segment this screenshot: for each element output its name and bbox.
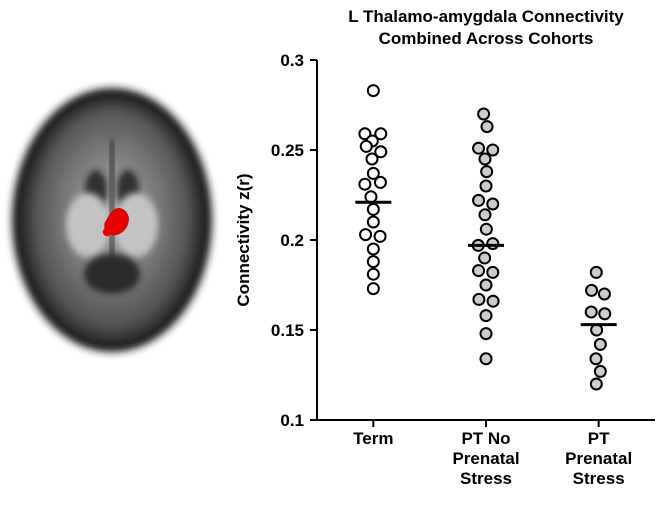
brain-svg bbox=[0, 80, 225, 360]
data-point bbox=[368, 204, 379, 215]
data-point bbox=[473, 195, 484, 206]
x-tick-label: Term bbox=[353, 429, 393, 448]
y-tick-label: 0.3 bbox=[280, 51, 304, 70]
data-point bbox=[481, 353, 492, 364]
data-point bbox=[481, 181, 492, 192]
data-point bbox=[599, 308, 610, 319]
data-point bbox=[479, 154, 490, 165]
data-point bbox=[481, 310, 492, 321]
x-tick-label: Stress bbox=[460, 469, 512, 488]
scatter-chart: L Thalamo-amygdala Connectivity Combined … bbox=[225, 0, 671, 509]
y-tick-label: 0.15 bbox=[271, 321, 304, 340]
data-point bbox=[586, 285, 597, 296]
y-tick-label: 0.1 bbox=[280, 411, 304, 430]
data-point bbox=[488, 296, 499, 307]
data-point bbox=[368, 283, 379, 294]
data-point bbox=[368, 244, 379, 255]
data-point bbox=[595, 339, 606, 350]
data-point bbox=[360, 229, 371, 240]
data-point bbox=[591, 267, 602, 278]
posterior-dark bbox=[84, 254, 140, 294]
x-tick-label: Stress bbox=[573, 469, 625, 488]
data-point bbox=[479, 253, 490, 264]
data-point bbox=[361, 141, 372, 152]
x-tick-label: Prenatal bbox=[452, 449, 519, 468]
data-point bbox=[481, 166, 492, 177]
data-point bbox=[375, 177, 386, 188]
chart-title-line2: Combined Across Cohorts bbox=[379, 29, 594, 48]
data-point bbox=[595, 366, 606, 377]
data-point bbox=[591, 379, 602, 390]
chart-title-line1: L Thalamo-amygdala Connectivity bbox=[348, 7, 624, 26]
figure-wrap: L Thalamo-amygdala Connectivity Combined … bbox=[0, 0, 671, 509]
data-point bbox=[478, 109, 489, 120]
data-point bbox=[479, 209, 490, 220]
x-tick-label: PT bbox=[588, 429, 610, 448]
chart-svg: L Thalamo-amygdala Connectivity Combined … bbox=[225, 0, 671, 509]
data-point bbox=[481, 280, 492, 291]
data-point bbox=[375, 231, 386, 242]
x-tick-label: PT No bbox=[461, 429, 510, 448]
y-tick-label: 0.2 bbox=[280, 231, 304, 250]
y-axis-label: Connectivity z(r) bbox=[234, 173, 253, 306]
y-tick-label: 0.25 bbox=[271, 141, 304, 160]
data-point bbox=[482, 121, 493, 132]
data-point bbox=[591, 325, 602, 336]
data-point bbox=[590, 353, 601, 364]
data-point bbox=[368, 256, 379, 267]
data-point bbox=[586, 307, 597, 318]
data-point bbox=[487, 199, 498, 210]
data-point bbox=[487, 267, 498, 278]
data-point bbox=[366, 154, 377, 165]
data-point bbox=[481, 328, 492, 339]
data-point bbox=[368, 217, 379, 228]
data-point bbox=[473, 265, 484, 276]
data-point bbox=[473, 294, 484, 305]
data-point bbox=[599, 289, 610, 300]
data-point bbox=[487, 238, 498, 249]
data-point bbox=[359, 179, 370, 190]
x-tick-label: Prenatal bbox=[565, 449, 632, 468]
data-point bbox=[368, 269, 379, 280]
basal-ganglia-left bbox=[66, 193, 110, 257]
brain-axial-slice bbox=[0, 80, 225, 360]
data-point bbox=[368, 85, 379, 96]
data-point bbox=[481, 224, 492, 235]
data-point bbox=[365, 191, 376, 202]
data-point bbox=[473, 143, 484, 154]
